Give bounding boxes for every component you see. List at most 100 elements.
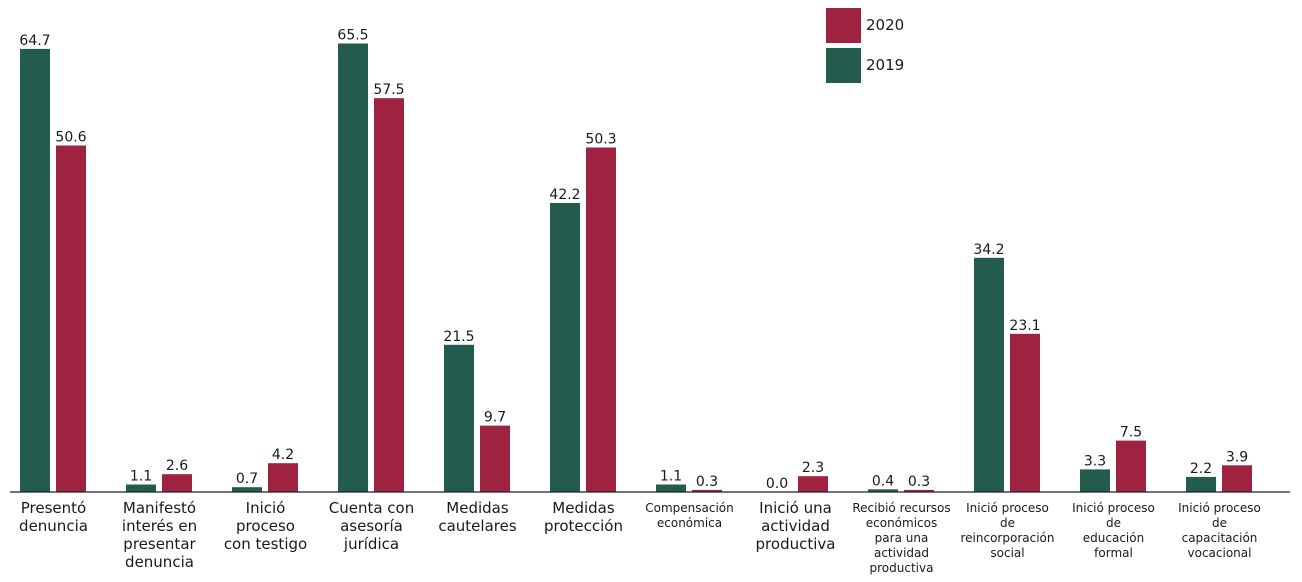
bar-2020-2 <box>268 463 298 492</box>
legend-label-2019: 2019 <box>866 56 904 74</box>
value-label-2019-10: 3.3 <box>1084 453 1106 469</box>
category-label-line: Medidas <box>446 499 509 517</box>
category-label-5: Medidas protección <box>544 499 623 535</box>
category-label-line: denuncia <box>19 517 88 535</box>
category-label-1: Manifestó interés en presentar denuncia <box>122 499 197 571</box>
category-label-line: formal <box>1094 546 1133 560</box>
bar-2020-1 <box>162 474 192 492</box>
value-label-2020-1: 2.6 <box>166 458 188 474</box>
legend-label-2020: 2020 <box>866 16 904 34</box>
value-label-2019-7: 0.0 <box>766 476 788 492</box>
category-label-line: Manifestó <box>123 499 196 517</box>
value-label-2019-4: 21.5 <box>443 329 474 345</box>
category-label-line: reincorporación <box>961 531 1055 545</box>
bar-2019-8 <box>868 489 898 492</box>
bar-2020-8 <box>904 489 934 492</box>
bar-2020-9 <box>1010 333 1040 492</box>
category-label-line: interés en <box>122 517 197 535</box>
category-label-10: Inició proceso de educación formal <box>1072 501 1155 560</box>
bar-2019-11 <box>1186 476 1216 492</box>
value-label-2019-1: 1.1 <box>130 469 152 485</box>
value-label-2020-4: 9.7 <box>484 410 506 426</box>
category-label-line: actividad <box>874 546 929 560</box>
bar-2019-1 <box>126 484 156 492</box>
category-label-line: vocacional <box>1188 546 1252 560</box>
value-label-2019-9: 34.2 <box>973 242 1004 258</box>
value-label-2020-10: 7.5 <box>1120 425 1142 441</box>
category-label-line: Medidas <box>552 499 615 517</box>
category-label-line: con testigo <box>224 535 307 553</box>
value-label-2020-5: 50.3 <box>585 132 616 148</box>
value-label-2020-11: 3.9 <box>1226 449 1248 465</box>
category-label-line: de <box>1212 516 1227 530</box>
category-label-line: educación <box>1083 531 1144 545</box>
bar-2019-0 <box>20 48 50 493</box>
bar-2020-7 <box>798 476 828 492</box>
category-label-line: productiva <box>756 535 836 553</box>
category-label-line: Inició una <box>759 499 832 517</box>
bar-2019-6 <box>656 484 686 492</box>
bar-2019-5 <box>550 203 580 492</box>
legend-swatch-2020 <box>826 8 861 43</box>
category-label-line: económica <box>657 516 722 530</box>
category-label-3: Cuenta con asesoría jurídica <box>329 499 415 553</box>
value-label-2019-0: 64.7 <box>19 33 50 49</box>
bar-2019-3 <box>338 43 368 492</box>
value-label-2019-11: 2.2 <box>1190 461 1212 477</box>
category-label-line: Inició <box>246 499 286 517</box>
category-label-6: Compensación económica <box>645 501 734 530</box>
category-label-line: protección <box>544 517 623 535</box>
value-label-2020-6: 0.3 <box>696 474 718 490</box>
bars-layer <box>20 43 1252 493</box>
category-label-4: Medidas cautelares <box>438 499 516 535</box>
category-label-0: Presentó denuncia <box>19 499 88 535</box>
category-label-line: asesoría <box>340 517 403 535</box>
value-label-2020-7: 2.3 <box>802 460 824 476</box>
category-label-line: Inició proceso <box>966 501 1049 515</box>
bar-2020-4 <box>480 425 510 492</box>
value-label-2020-8: 0.3 <box>908 474 930 490</box>
category-label-line: denuncia <box>125 553 194 571</box>
category-label-line: Presentó <box>21 499 86 517</box>
bar-2019-2 <box>232 487 262 492</box>
category-label-line: Inició proceso <box>1178 501 1261 515</box>
category-label-line: jurídica <box>343 535 399 553</box>
bar-2020-6 <box>692 489 722 492</box>
category-label-line: proceso <box>236 517 295 535</box>
category-label-line: actividad <box>761 517 830 535</box>
value-label-2019-8: 0.4 <box>872 473 894 489</box>
bar-2020-10 <box>1116 440 1146 492</box>
value-label-2019-5: 42.2 <box>549 187 580 203</box>
category-label-line: de <box>1106 516 1121 530</box>
value-label-2020-0: 50.6 <box>55 130 86 146</box>
category-label-7: Inició una actividad productiva <box>756 499 836 553</box>
category-label-line: Cuenta con <box>329 499 415 517</box>
bar-2020-0 <box>56 145 86 492</box>
value-label-2019-6: 1.1 <box>660 469 682 485</box>
category-label-line: Inició proceso <box>1072 501 1155 515</box>
bar-2019-9 <box>974 257 1004 492</box>
category-label-line: cautelares <box>438 517 516 535</box>
value-label-2020-3: 57.5 <box>373 82 404 98</box>
value-labels-layer: 64.7 1.1 0.7 65.5 21.5 42.2 1.1 0.0 0.4 34.2 3.3 2.… <box>19 28 1248 493</box>
bar-2019-4 <box>444 344 474 492</box>
category-label-line: capacitación <box>1182 531 1258 545</box>
category-label-8: Recibió recursos económicos para una activi… <box>852 501 950 575</box>
bar-2020-3 <box>374 98 404 492</box>
category-label-9: Inició proceso de reincorporación social <box>961 501 1055 560</box>
category-label-line: Compensación <box>645 501 734 515</box>
category-label-line: presentar <box>123 535 196 553</box>
legend: 2020 2019 <box>826 8 904 83</box>
category-label-line: social <box>990 546 1024 560</box>
category-label-11: Inició proceso de capacitación vocacional <box>1178 501 1261 560</box>
bar-2019-10 <box>1080 469 1110 492</box>
bar-2020-5 <box>586 147 616 492</box>
value-label-2019-2: 0.7 <box>236 471 258 487</box>
category-label-line: económicos <box>866 516 937 530</box>
value-label-2019-3: 65.5 <box>337 28 368 44</box>
category-label-line: Recibió recursos <box>852 501 950 515</box>
category-label-line: productiva <box>870 561 934 575</box>
category-label-2: Inició proceso con testigo <box>224 499 307 553</box>
legend-swatch-2019 <box>826 48 861 83</box>
